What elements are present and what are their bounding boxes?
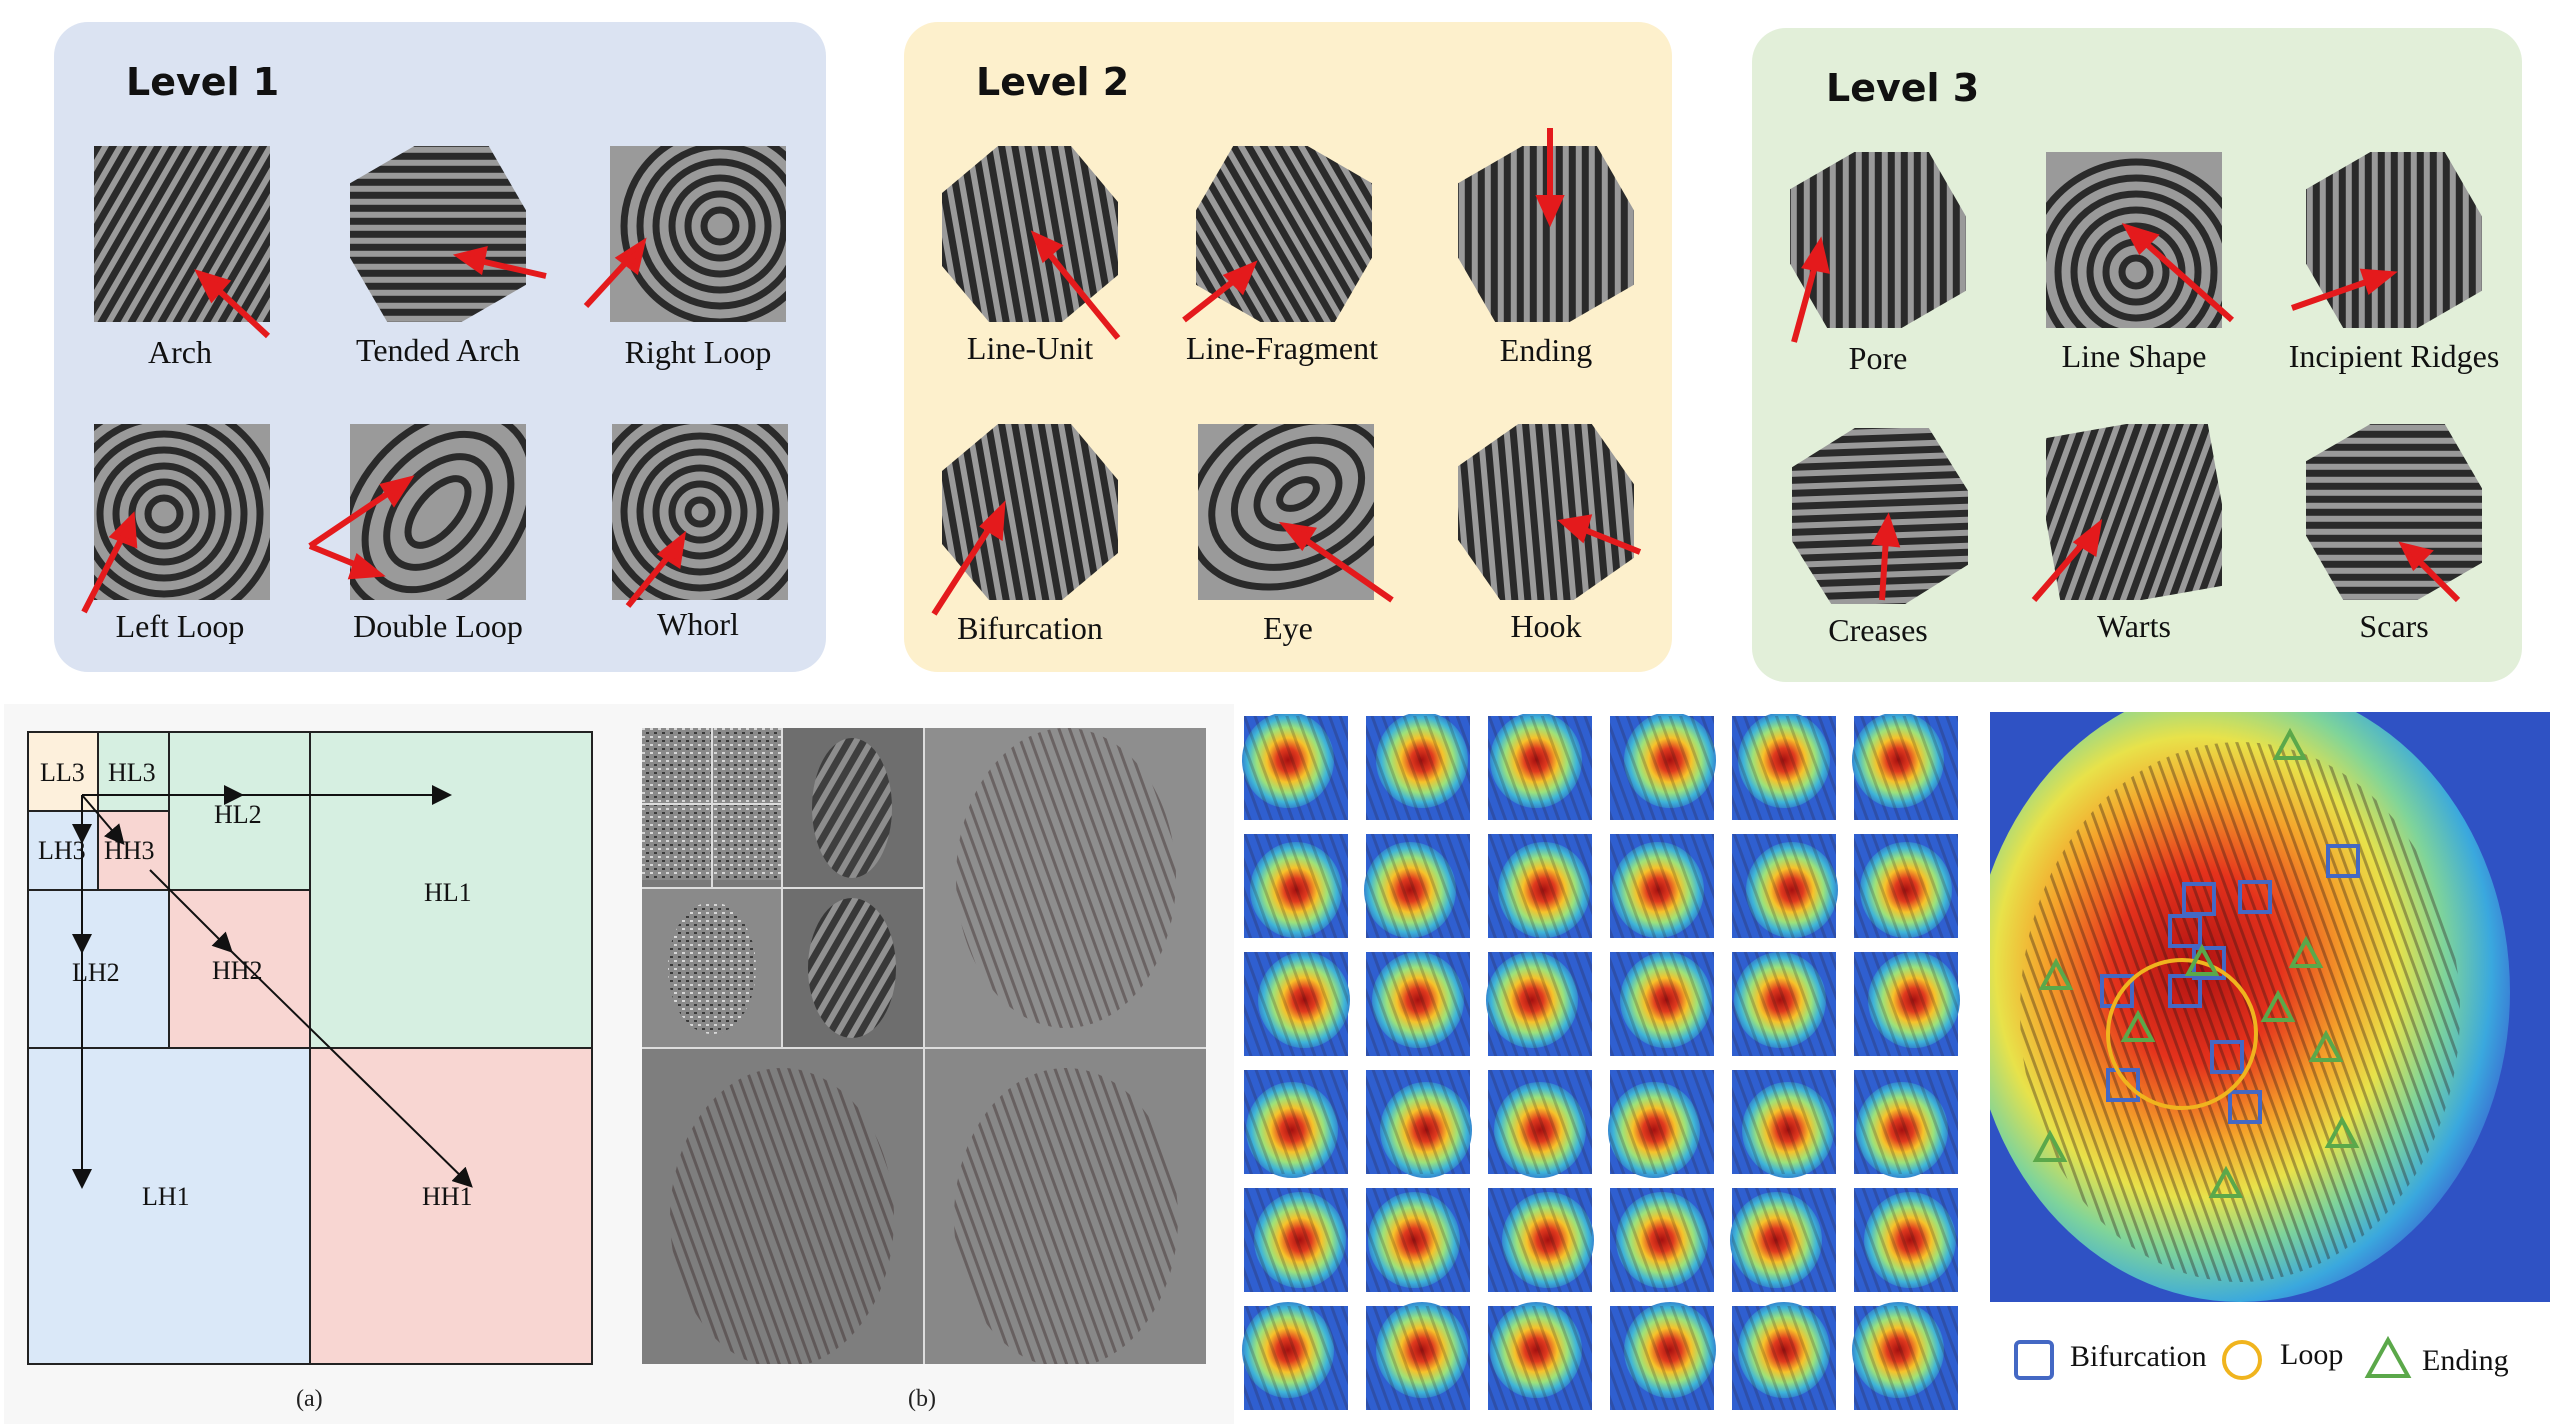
heatmap-cell (1610, 1302, 1716, 1410)
heatmap-cell (1732, 712, 1836, 820)
fingerprint-scars (2306, 424, 2482, 600)
fingerprint-line-unit (942, 146, 1118, 322)
heatmap-cell (1854, 1188, 1958, 1292)
heatmap-cell (1366, 1302, 1470, 1410)
heatmap-cell (1730, 1188, 1836, 1292)
label-warts: Warts (2097, 608, 2171, 644)
fingerprint-pore (1790, 152, 1966, 328)
level-3-title: Level 3 (1826, 66, 1980, 110)
heatmap-cell (1364, 834, 1470, 938)
heatmap-cell (1244, 834, 1348, 938)
fingerprint-hook (1458, 424, 1634, 600)
heatmap-cell (1488, 1070, 1592, 1178)
wavelet-coefficient-image (642, 728, 1206, 1368)
caption-a: (a) (296, 1386, 323, 1412)
legend-markers (2014, 1335, 2412, 1380)
fingerprint-left-loop (94, 424, 270, 600)
fingerprint-warts (2046, 424, 2222, 600)
fingerprint-bifurcation (942, 424, 1118, 600)
label-arch: Arch (148, 334, 212, 370)
label-ending: Ending (1499, 332, 1593, 368)
heatmap-cell (1242, 712, 1348, 820)
heatmap-cell (1244, 952, 1350, 1056)
wavelet-label-lh1: LH1 (142, 1182, 190, 1211)
fingerprint-right-loop (610, 146, 786, 322)
label-line-unit: Line-Unit (966, 330, 1094, 366)
heatmap-cell (1610, 1188, 1714, 1292)
fingerprint-incipient-ridges (2306, 152, 2482, 328)
label-scars: Scars (2359, 608, 2429, 644)
wavelet-label-lh3: LH3 (38, 836, 86, 865)
fingerprint-double-loop (350, 424, 526, 600)
heatmap-cell (1732, 1070, 1836, 1178)
heatmap-cell (1244, 1070, 1348, 1178)
wavelet-label-hl3: HL3 (108, 758, 156, 787)
heatmap-cell (1854, 834, 1958, 938)
label-line-fragment: Line-Fragment (1186, 330, 1378, 366)
label-pore: Pore (1848, 340, 1908, 376)
wavelet-label-hl2: HL2 (214, 800, 262, 829)
fingerprint-ending (1458, 146, 1634, 322)
heatmap-cell (1854, 1070, 1958, 1178)
label-tended-arch: Tended Arch (356, 332, 520, 368)
heatmap-cell (1732, 834, 1838, 938)
caption-b: (b) (908, 1386, 936, 1412)
heatmap-cell (1488, 834, 1592, 938)
heatmap-cell (1366, 1188, 1470, 1292)
heatmap-cell (1610, 834, 1714, 938)
fingerprint-arch (94, 146, 270, 322)
label-left-loop: Left Loop (115, 608, 245, 644)
fingerprint-creases (1792, 428, 1968, 604)
minutiae-heatmap (1970, 682, 2550, 1302)
heatmap-cell (1488, 712, 1592, 820)
wavelet-label-hh2: HH2 (212, 956, 263, 985)
heatmap-cell (1366, 952, 1470, 1056)
heatmap-cell (1610, 952, 1714, 1056)
fingerprint-line-fragment (1196, 146, 1372, 322)
wavelet-label-hh3: HH3 (104, 836, 155, 865)
heatmap-cell (1732, 1302, 1836, 1410)
label-eye: Eye (1263, 610, 1313, 646)
wavelet-label-ll3: LL3 (40, 758, 85, 787)
label-incipient-ridges: Incipient Ridges (2288, 338, 2500, 374)
heatmap-cell (1608, 1070, 1714, 1178)
attention-heatmap-grid (1242, 712, 1962, 1420)
level-1-title: Level 1 (126, 60, 280, 104)
heatmap-cell (1366, 712, 1470, 820)
heatmap-cell (1366, 1070, 1472, 1178)
legend-ending: Ending (2422, 1344, 2509, 1377)
level-2-title: Level 2 (976, 60, 1130, 104)
label-right-loop: Right Loop (624, 334, 772, 370)
heatmap-cell (1488, 1302, 1592, 1410)
heatmap-cell (1242, 1302, 1348, 1410)
heatmap-cell (1732, 952, 1836, 1056)
heatmap-cell (1852, 712, 1958, 820)
wavelet-label-hh1: HH1 (422, 1182, 473, 1211)
label-hook: Hook (1510, 608, 1582, 644)
heatmap-cell (1852, 1302, 1958, 1410)
heatmap-cell (1486, 952, 1592, 1056)
legend-loop: Loop (2280, 1338, 2344, 1371)
fingerprint-tended-arch (350, 146, 526, 322)
legend-bifurcation: Bifurcation (2070, 1340, 2207, 1373)
heatmap-cell (1610, 712, 1716, 820)
wavelet-label-lh2: LH2 (72, 958, 120, 987)
fingerprint-whorl (612, 424, 788, 600)
heatmap-cell (1244, 1188, 1348, 1292)
heatmap-cell (1854, 952, 1960, 1056)
label-line-shape: Line Shape (2061, 338, 2207, 374)
wavelet-label-hl1: HL1 (424, 878, 472, 907)
label-creases: Creases (1828, 612, 1928, 648)
heatmap-cell (1488, 1188, 1594, 1292)
label-bifurcation: Bifurcation (957, 610, 1103, 646)
red-arrow-overlay (81, 128, 2461, 616)
label-double-loop: Double Loop (353, 608, 523, 644)
label-whorl: Whorl (657, 606, 739, 642)
